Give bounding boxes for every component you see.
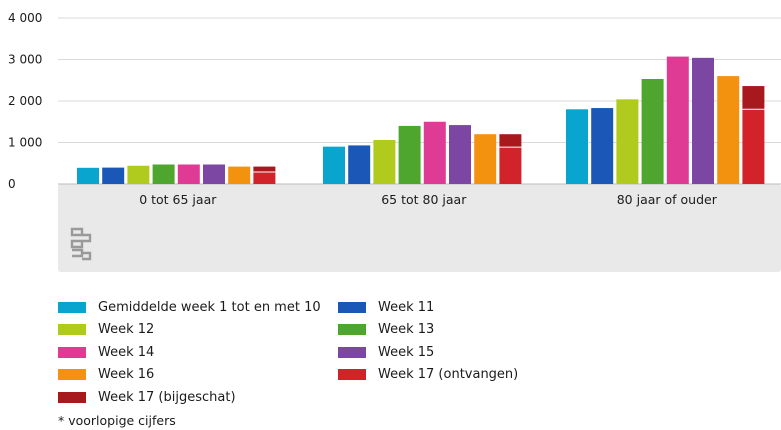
bar <box>566 109 588 184</box>
bar <box>152 164 175 184</box>
legend-item: Week 17 (ontvangen) <box>338 364 538 387</box>
legend-item: Gemiddelde week 1 tot en met 10 <box>58 296 338 319</box>
legend-swatch <box>58 324 86 336</box>
x-category-label: 65 tot 80 jaar <box>381 192 467 207</box>
bar <box>102 167 125 184</box>
legend-swatch <box>338 301 366 313</box>
legend-item: Week 14 <box>58 341 338 364</box>
bar <box>423 121 446 184</box>
y-tick-label: 0 <box>8 177 16 191</box>
bar-week17-ontvangen <box>742 109 765 184</box>
bar <box>717 76 740 184</box>
x-category-label: 0 tot 65 jaar <box>139 192 217 207</box>
bar <box>666 56 689 184</box>
chart-legend: Gemiddelde week 1 tot en met 10 Week 11 We… <box>58 296 538 409</box>
legend-label: Week 17 (bijgeschat) <box>98 389 236 405</box>
legend-swatch <box>338 346 366 358</box>
legend-swatch <box>58 369 86 381</box>
legend-label: Week 11 <box>378 299 435 315</box>
bar-week17-bijgeschat <box>742 86 765 110</box>
legend-label: Gemiddelde week 1 tot en met 10 <box>98 299 321 315</box>
legend-item: Week 13 <box>338 319 538 342</box>
legend-label: Week 12 <box>98 322 155 338</box>
category-band <box>58 184 781 272</box>
bar <box>77 167 99 184</box>
bar <box>228 166 251 184</box>
footnote: * voorlopige cijfers <box>58 413 176 428</box>
legend-swatch <box>338 324 366 336</box>
legend-swatch <box>58 346 86 358</box>
bar <box>323 146 345 184</box>
bar <box>348 145 371 184</box>
legend-swatch <box>58 391 86 403</box>
legend-item: Week 17 (bijgeschat) <box>58 386 338 409</box>
y-tick-label: 2 000 <box>8 94 42 108</box>
bar <box>449 125 471 184</box>
y-tick-label: 4 000 <box>8 11 42 25</box>
legend-label: Week 15 <box>378 344 435 360</box>
x-category-label: 80 jaar of ouder <box>617 192 718 207</box>
bar-week17-ontvangen <box>499 147 522 184</box>
bar <box>591 108 614 184</box>
bar <box>177 164 200 184</box>
legend-item: Week 15 <box>338 341 538 364</box>
bar <box>692 57 714 185</box>
legend-item: Week 11 <box>338 296 538 319</box>
legend-label: Week 13 <box>378 322 435 338</box>
bar-week17-ontvangen <box>253 171 276 184</box>
legend-item: Week 16 <box>58 364 338 387</box>
bar <box>373 140 396 184</box>
bar <box>641 79 664 184</box>
bar-week17-bijgeschat <box>253 166 276 172</box>
legend-label: Week 17 (ontvangen) <box>378 367 519 383</box>
bar-week17-bijgeschat <box>499 134 522 148</box>
bar <box>127 165 150 184</box>
legend-swatch <box>58 301 86 313</box>
cbs-logo-icon <box>70 227 92 261</box>
bar <box>616 99 639 184</box>
bar-chart: 0 1 000 2 000 3 000 4 000 0 tot 65 jaar 65 tot… <box>8 11 781 272</box>
legend-label: Week 14 <box>98 344 155 360</box>
y-tick-label: 1 000 <box>8 136 42 150</box>
bar <box>474 134 497 184</box>
bar <box>398 125 421 184</box>
legend-item: Week 12 <box>58 319 338 342</box>
y-tick-label: 3 000 <box>8 53 42 67</box>
bar <box>203 164 225 184</box>
legend-label: Week 16 <box>98 367 155 383</box>
legend-swatch <box>338 369 366 381</box>
